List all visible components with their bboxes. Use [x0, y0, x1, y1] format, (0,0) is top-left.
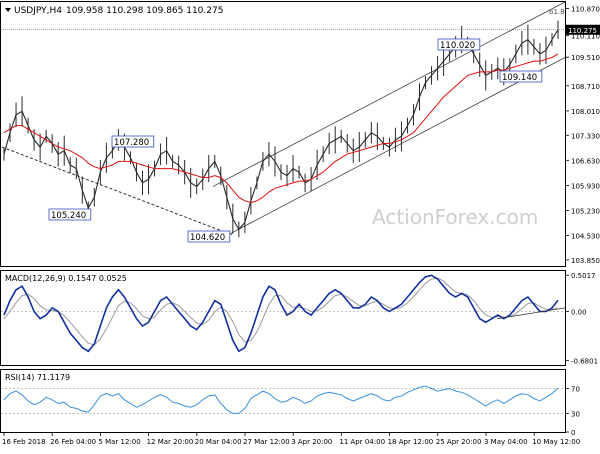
- price-annotation-box: [48, 208, 92, 221]
- price-axis-label: 105.930: [571, 182, 600, 190]
- rsi-title: RSI(14) 71.1179: [5, 373, 70, 382]
- macd-series: [3, 274, 559, 353]
- symbol-label: USDJPY,H4: [14, 6, 62, 16]
- x-axis-label: 10 May 12:00: [532, 438, 580, 446]
- channel-upper-line[interactable]: [212, 1, 566, 187]
- price-annotation-box: [499, 70, 543, 83]
- price-annotation: 110.020: [437, 38, 481, 51]
- watermark: ActionForex.com: [372, 205, 538, 229]
- rsi-axis-label: 70: [571, 386, 580, 394]
- macd-axis-label: 0.00: [571, 308, 587, 316]
- rsi-series: [3, 385, 559, 414]
- price-annotation-label: 107.280: [114, 138, 149, 148]
- x-axis-label: 12 Mar 20:00: [147, 438, 194, 446]
- price-axis-label: 103.850: [571, 257, 600, 265]
- macd-trend-line[interactable]: [496, 307, 566, 320]
- price-annotation-label: 110.020: [440, 41, 475, 51]
- price-axis-label: 108.710: [571, 83, 600, 91]
- price-layer: 61.8 107.280 105.240 104.620 110.020 109.140: [1, 1, 566, 243]
- price-axis-label: 109.510: [571, 54, 600, 62]
- rsi-panel-frame: [0, 369, 566, 433]
- price-annotation-label: 104.620: [190, 233, 225, 243]
- moving-average-series: [3, 53, 559, 204]
- ohlc-values: 109.958 110.298 109.865 110.275: [66, 6, 223, 16]
- channel-fib-label: 61.8: [549, 8, 565, 16]
- macd-axis-label: 0.5017: [571, 272, 596, 280]
- price-axis-label: 104.530: [571, 233, 600, 241]
- chart-header: USDJPY,H4 109.958 110.298 109.865 110.27…: [5, 6, 223, 16]
- price-axis-label: 106.630: [571, 157, 600, 165]
- macd-layer: [1, 274, 566, 353]
- price-annotation-label: 105.240: [51, 211, 86, 221]
- price-annotation: 104.620: [187, 230, 231, 243]
- channel-lower-line[interactable]: [227, 57, 566, 236]
- panel-frames: [0, 1, 566, 433]
- dropdown-triangle-icon[interactable]: [5, 8, 11, 12]
- x-axis-label: 25 Apr 20:00: [436, 438, 482, 446]
- price-annotation: 107.280: [111, 135, 155, 148]
- x-axis-label: 5 Mar 12:00: [98, 438, 140, 446]
- x-axis-label: 18 Apr 12:00: [388, 438, 434, 446]
- rsi-axis-label: 0: [571, 429, 575, 437]
- price-axis-label: 110.870: [571, 5, 600, 13]
- price-annotation-box: [437, 38, 481, 51]
- x-axis-label: 20 Mar 04:00: [195, 438, 242, 446]
- price-annotation-box: [187, 230, 231, 243]
- rsi-layer: [1, 385, 565, 414]
- x-axis-label: 3 Apr 20:00: [291, 438, 332, 446]
- axis-layer: 110.870 110.110 109.510 108.710 108.010 107.3…: [2, 5, 600, 446]
- price-annotation: 105.240: [48, 208, 92, 221]
- x-axis-label: 3 May 04:00: [484, 438, 528, 446]
- x-axis-label: 27 Mar 12:00: [243, 438, 290, 446]
- price-annotation-label: 109.140: [502, 73, 537, 83]
- price-annotation-box: [111, 135, 155, 148]
- main-panel-frame: [0, 1, 566, 267]
- macd-title: MACD(12,26,9) 0.1547 0.0525: [5, 274, 127, 283]
- x-axis-label: 11 Apr 04:00: [339, 438, 385, 446]
- price-axis-label: 110.110: [571, 33, 600, 41]
- downtrend-line[interactable]: [1, 146, 233, 236]
- x-axis-label: 26 Feb 04:00: [50, 438, 96, 446]
- macd-axis-label: -0.6801: [571, 358, 598, 366]
- macd-panel-frame: [0, 270, 566, 366]
- price-axis-label: 105.230: [571, 207, 600, 215]
- price-axis-label: 107.330: [571, 132, 600, 140]
- price-axis-label: 108.010: [571, 108, 600, 116]
- rsi-axis-label: 30: [571, 410, 580, 418]
- last-price-label: 110.275: [568, 27, 597, 35]
- last-price-badge: [566, 24, 600, 35]
- macd-signal-series: [3, 277, 559, 346]
- x-axis-label: 16 Feb 2018: [2, 438, 46, 446]
- price-annotation: 109.140: [499, 70, 543, 83]
